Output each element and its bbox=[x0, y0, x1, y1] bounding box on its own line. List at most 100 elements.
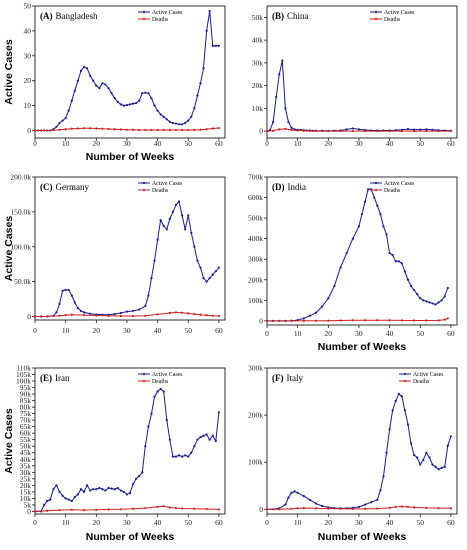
data-point-deaths bbox=[119, 314, 122, 318]
legend-label: Active Cases bbox=[384, 10, 415, 16]
panel-country: Italy bbox=[287, 373, 304, 383]
panel-letter: (B) bbox=[272, 11, 284, 21]
data-point-active-cases bbox=[391, 409, 394, 412]
data-point-active-cases bbox=[116, 486, 119, 490]
x-tick-label: 40 bbox=[386, 329, 394, 338]
data-point-deaths bbox=[327, 507, 330, 510]
data-point-active-cases bbox=[199, 82, 202, 85]
data-point-active-cases bbox=[202, 67, 205, 70]
data-point-deaths bbox=[168, 506, 171, 509]
data-point-active-cases bbox=[135, 102, 138, 105]
panel-country: India bbox=[288, 182, 307, 192]
series-line-deaths bbox=[34, 311, 219, 317]
data-point-deaths bbox=[351, 507, 354, 511]
legend-marker bbox=[142, 188, 146, 192]
x-tick-label: 10 bbox=[294, 518, 302, 527]
data-point-deaths bbox=[412, 319, 416, 322]
data-point-active-cases bbox=[76, 493, 80, 496]
legend-label: Active Cases bbox=[152, 372, 183, 378]
data-point-active-cases bbox=[135, 477, 138, 480]
x-tick-label: 40 bbox=[154, 518, 162, 527]
data-point-active-cases bbox=[147, 92, 150, 95]
data-point-deaths bbox=[302, 319, 305, 322]
data-point-active-cases bbox=[363, 503, 367, 506]
data-point-active-cases bbox=[131, 309, 135, 313]
data-point-deaths bbox=[162, 505, 165, 508]
data-point-deaths bbox=[125, 128, 129, 131]
data-point-active-cases bbox=[119, 103, 122, 106]
data-point-deaths bbox=[199, 313, 202, 316]
y-tick-label: 15k bbox=[20, 487, 32, 496]
data-point-deaths bbox=[46, 129, 49, 132]
data-point-active-cases bbox=[193, 445, 196, 448]
data-point-active-cases bbox=[376, 204, 379, 207]
y-tick-label: 20 bbox=[24, 76, 32, 85]
data-point-active-cases bbox=[211, 434, 214, 437]
data-point-active-cases bbox=[110, 92, 113, 95]
data-point-active-cases bbox=[419, 128, 422, 131]
x-tick-label: 0 bbox=[265, 329, 269, 338]
data-point-active-cases bbox=[422, 299, 425, 302]
x-tick-label: 40 bbox=[386, 139, 394, 148]
y-axis-title: Active Cases bbox=[3, 216, 15, 282]
data-point-active-cases bbox=[122, 104, 125, 107]
data-point-active-cases bbox=[388, 251, 391, 255]
data-point-deaths bbox=[314, 129, 318, 133]
data-point-active-cases bbox=[284, 107, 287, 110]
legend-marker bbox=[403, 379, 407, 383]
data-point-active-cases bbox=[67, 498, 70, 501]
data-point-active-cases bbox=[82, 490, 86, 493]
y-tick-label: 0 bbox=[27, 507, 31, 516]
data-point-deaths bbox=[290, 319, 293, 322]
x-axis-title: Number of Weeks bbox=[318, 341, 407, 353]
y-tick-label: 75k bbox=[20, 409, 32, 418]
data-point-active-cases bbox=[428, 301, 431, 304]
data-point-active-cases bbox=[412, 288, 416, 292]
y-axis-title: Active Cases bbox=[3, 39, 15, 105]
y-tick-label: 50.0k bbox=[14, 277, 31, 286]
data-point-active-cases bbox=[290, 491, 293, 494]
data-point-deaths bbox=[33, 315, 37, 318]
data-point-active-cases bbox=[113, 312, 116, 316]
data-point-deaths bbox=[376, 129, 379, 133]
data-point-active-cases bbox=[159, 113, 162, 116]
legend-label: Deaths bbox=[152, 17, 169, 23]
panel-title: (B) China bbox=[272, 11, 309, 21]
x-tick-label: 30 bbox=[355, 139, 363, 148]
panel-letter: (C) bbox=[40, 182, 53, 192]
data-point-active-cases bbox=[79, 69, 83, 72]
data-point-active-cases bbox=[440, 466, 443, 469]
data-point-active-cases bbox=[434, 303, 437, 306]
data-point-active-cases bbox=[168, 120, 171, 123]
data-point-active-cases bbox=[156, 109, 159, 112]
data-point-deaths bbox=[76, 127, 80, 130]
x-tick-label: 60 bbox=[215, 518, 223, 527]
panel-title: (C) Germany bbox=[40, 182, 89, 192]
data-point-active-cases bbox=[89, 312, 92, 315]
data-point-deaths bbox=[199, 128, 202, 131]
data-point-active-cases bbox=[321, 305, 324, 308]
legend-marker bbox=[374, 188, 378, 192]
data-point-deaths bbox=[217, 508, 220, 511]
series-line-deaths bbox=[34, 505, 219, 512]
data-point-active-cases bbox=[43, 503, 46, 506]
data-point-active-cases bbox=[449, 435, 452, 438]
data-point-active-cases bbox=[89, 74, 92, 77]
data-point-deaths bbox=[33, 129, 37, 132]
data-point-active-cases bbox=[125, 104, 129, 107]
data-point-active-cases bbox=[187, 214, 190, 217]
data-point-deaths bbox=[443, 318, 446, 321]
data-point-deaths bbox=[156, 313, 159, 316]
x-tick-label: 60 bbox=[447, 518, 455, 527]
y-tick-label: 70k bbox=[20, 416, 32, 425]
data-point-active-cases bbox=[351, 237, 354, 240]
x-tick-label: 40 bbox=[386, 518, 394, 527]
legend-label: Deaths bbox=[152, 379, 169, 385]
data-point-active-cases bbox=[150, 97, 153, 100]
data-point-active-cases bbox=[174, 455, 178, 458]
x-tick-label: 10 bbox=[294, 139, 302, 148]
data-point-active-cases bbox=[98, 486, 101, 490]
data-point-active-cases bbox=[187, 119, 190, 122]
data-point-active-cases bbox=[116, 100, 119, 103]
panel-iran: 0 10 20 30 40 50 60 05k10k15k20k25k30k35k40k45k… bbox=[3, 364, 226, 543]
